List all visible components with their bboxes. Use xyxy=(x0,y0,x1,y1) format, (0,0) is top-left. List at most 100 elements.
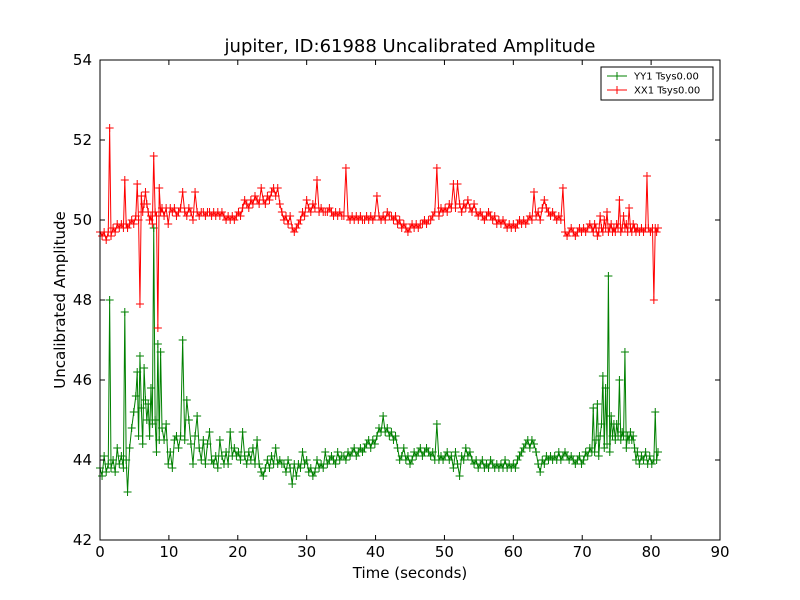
data-point xyxy=(142,416,151,424)
data-point xyxy=(168,464,177,472)
data-point xyxy=(135,300,144,308)
data-point xyxy=(422,444,431,452)
data-point xyxy=(113,444,122,452)
data-point xyxy=(383,424,392,432)
data-point xyxy=(131,392,140,400)
data-point xyxy=(558,184,567,192)
data-point xyxy=(327,452,336,460)
data-point xyxy=(352,452,361,460)
x-tick-label: 60 xyxy=(504,543,523,561)
data-point xyxy=(160,436,169,444)
data-point xyxy=(527,216,536,224)
data-point xyxy=(618,428,627,436)
data-point xyxy=(612,220,621,228)
data-point xyxy=(195,444,204,452)
data-point xyxy=(368,436,377,444)
data-point xyxy=(579,456,588,464)
data-point xyxy=(534,208,543,216)
data-point xyxy=(490,212,499,220)
data-point xyxy=(457,208,466,216)
data-point xyxy=(166,448,175,456)
data-point xyxy=(585,444,594,452)
data-point xyxy=(182,212,191,220)
data-point xyxy=(148,220,157,228)
data-point xyxy=(375,424,383,432)
data-point xyxy=(453,460,462,468)
data-point xyxy=(242,460,251,468)
data-point xyxy=(622,444,631,452)
data-point xyxy=(186,440,195,448)
data-point xyxy=(536,468,545,476)
data-point xyxy=(158,424,166,432)
data-point xyxy=(197,456,206,464)
data-point xyxy=(486,456,495,464)
data-point xyxy=(152,448,161,456)
data-point xyxy=(430,208,439,216)
data-point xyxy=(224,460,233,468)
data-point xyxy=(652,456,661,464)
data-point xyxy=(478,456,487,464)
data-point xyxy=(447,452,456,460)
x-tick-label: 20 xyxy=(228,543,247,561)
data-point xyxy=(111,228,120,236)
data-point xyxy=(265,196,274,204)
data-point xyxy=(532,448,541,456)
data-point xyxy=(654,448,662,456)
data-point xyxy=(164,220,173,228)
data-point xyxy=(647,460,656,468)
data-point xyxy=(389,436,398,444)
data-point xyxy=(174,444,183,452)
data-point xyxy=(651,408,660,416)
data-point xyxy=(236,212,245,220)
data-point xyxy=(432,420,441,428)
data-point xyxy=(98,472,107,480)
data-point xyxy=(596,432,605,440)
data-point xyxy=(120,176,129,184)
data-point xyxy=(418,452,427,460)
data-point xyxy=(403,452,412,460)
data-point xyxy=(567,452,576,460)
data-point xyxy=(554,212,563,220)
data-point xyxy=(600,216,609,224)
data-point xyxy=(137,404,146,412)
data-point xyxy=(406,460,414,468)
data-point xyxy=(593,400,602,408)
data-point xyxy=(193,412,202,420)
data-point xyxy=(597,420,606,428)
data-point xyxy=(117,452,126,460)
data-point xyxy=(395,216,404,224)
data-point xyxy=(160,212,169,220)
data-point xyxy=(115,460,124,468)
data-point xyxy=(226,428,235,436)
y-tick-label: 50 xyxy=(73,211,92,229)
data-point xyxy=(453,180,462,188)
data-point xyxy=(217,208,226,216)
data-point xyxy=(455,472,464,480)
data-point xyxy=(111,468,120,476)
data-point xyxy=(123,488,132,496)
data-point xyxy=(292,224,301,232)
x-tick-label: 50 xyxy=(435,543,454,561)
data-point xyxy=(182,396,191,404)
data-point xyxy=(251,192,259,200)
legend-label: YY1 Tsys0.00 xyxy=(633,72,699,83)
data-point xyxy=(275,200,284,208)
data-point xyxy=(144,400,153,408)
data-point xyxy=(191,188,200,196)
data-point xyxy=(248,444,257,452)
data-point xyxy=(463,452,472,460)
data-point xyxy=(170,436,179,444)
data-point xyxy=(308,200,317,208)
data-point xyxy=(109,456,118,464)
data-point xyxy=(133,368,142,376)
data-point xyxy=(525,444,534,452)
data-point xyxy=(540,196,549,204)
data-point xyxy=(616,228,625,236)
data-point xyxy=(306,464,315,472)
data-point xyxy=(230,216,239,224)
data-point xyxy=(604,272,613,280)
data-point xyxy=(619,212,628,220)
data-point xyxy=(134,432,143,440)
data-point xyxy=(593,232,602,240)
data-point xyxy=(189,460,197,468)
